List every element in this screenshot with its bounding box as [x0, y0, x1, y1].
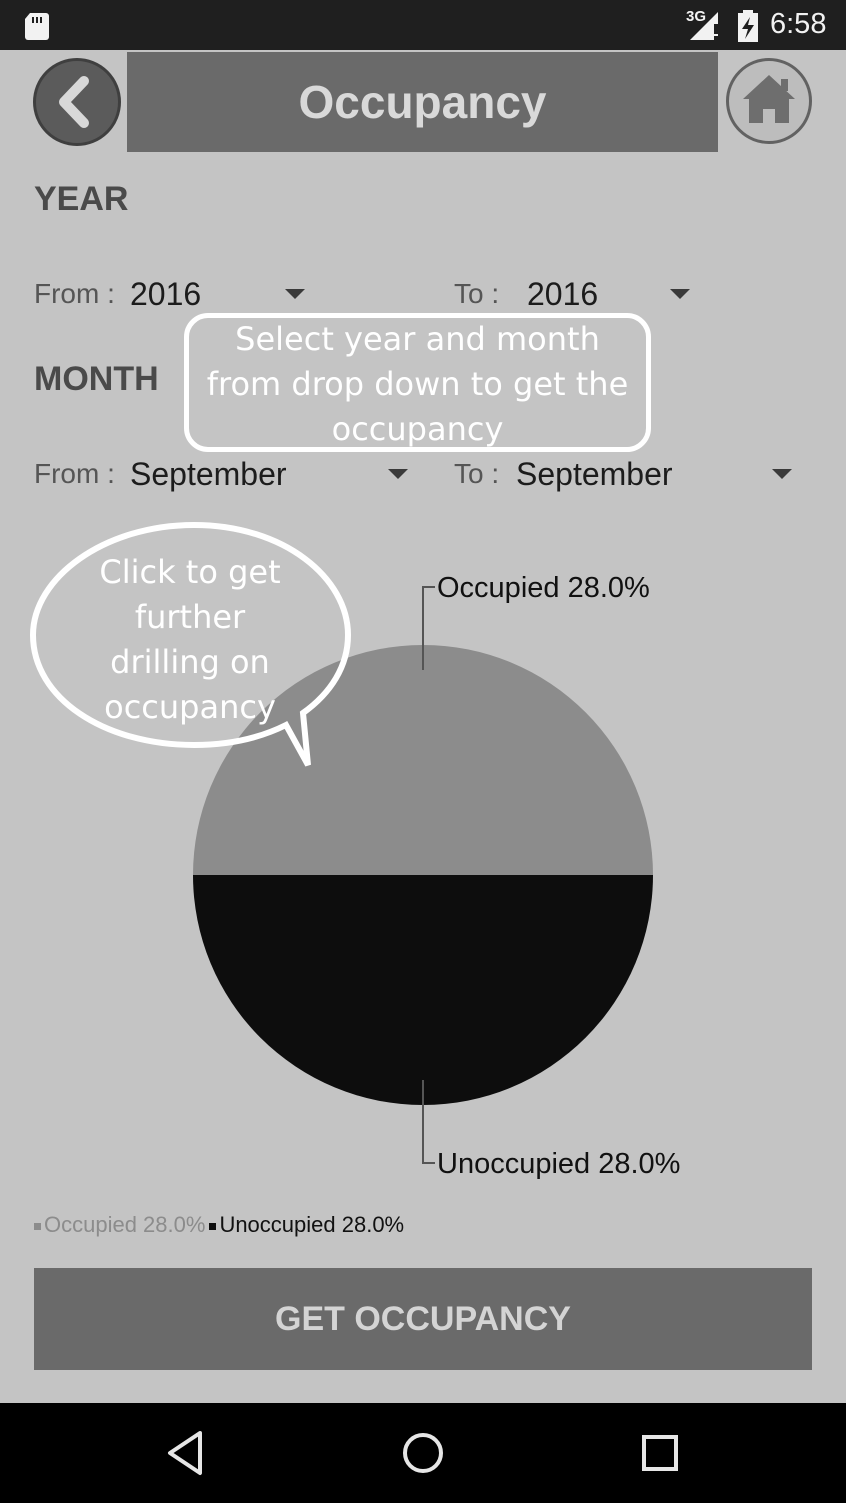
chart-hint-line: further [134, 598, 246, 636]
chevron-down-icon [670, 289, 690, 299]
month-from-label: From : [34, 458, 115, 489]
year-to-value: 2016 [527, 276, 599, 312]
chart-hint-bubble [29, 521, 352, 767]
dropdown-hint-line: from drop down to get the [206, 365, 629, 403]
home-button[interactable] [726, 58, 812, 144]
month-section-label: MONTH [34, 360, 159, 398]
navigation-bar [0, 1403, 846, 1503]
month-to-value: September [516, 456, 673, 492]
chart-legend: Occupied 28.0% Unoccupied 28.0% [34, 1212, 404, 1238]
legend-swatch-unoccupied [209, 1222, 217, 1230]
home-icon [743, 75, 795, 123]
dropdown-hint-line: Select year and month [235, 320, 600, 358]
pie-label-unoccupied: Unoccupied 28.0% [437, 1148, 680, 1180]
home-circle-icon[interactable] [395, 1425, 451, 1481]
pie-slice-occupied[interactable] [193, 645, 653, 875]
occupancy-pie-chart[interactable]: Occupied 28.0% Unoccupied 28.0% [0, 560, 846, 1180]
pie-label-occupied: Occupied 28.0% [437, 572, 650, 604]
get-occupancy-button[interactable]: GET OCCUPANCY [34, 1268, 812, 1370]
recents-square-icon[interactable] [632, 1425, 688, 1481]
chevron-down-icon [285, 289, 305, 299]
pie-leader-line-occupied [422, 586, 435, 670]
legend-swatch-occupied [34, 1222, 41, 1230]
clock: 6:58 [770, 8, 827, 40]
chevron-left-icon [59, 76, 89, 128]
chart-hint-line: Click to get [99, 553, 281, 591]
dropdown-hint-line: occupancy [331, 410, 504, 448]
chart-hint-text: Click to get further drilling on occupan… [40, 550, 340, 730]
year-to-label: To : [454, 278, 500, 309]
chevron-down-icon [388, 469, 408, 479]
legend-item-occupied: Occupied 28.0% [44, 1212, 206, 1237]
chevron-down-icon [772, 469, 792, 479]
status-bar: 3G 6:58 [0, 0, 846, 50]
title-bar: Occupancy [127, 52, 718, 152]
chart-hint-line: drilling on [110, 643, 270, 681]
network-type: 3G [686, 8, 707, 25]
pie-leader-line-unoccupied [422, 1080, 435, 1164]
dropdown-hint-callout [184, 313, 651, 452]
year-from-value: 2016 [130, 276, 202, 312]
chart-hint-line: occupancy [104, 688, 276, 726]
month-to-label: To : [454, 458, 500, 489]
year-from-label: From : [34, 278, 115, 309]
back-button[interactable] [33, 58, 121, 146]
year-section-label: YEAR [34, 180, 129, 218]
page-title: Occupancy [298, 76, 547, 128]
battery-charging-icon [738, 10, 758, 42]
month-to-dropdown[interactable]: To : September [450, 446, 800, 506]
pie-slice-unoccupied[interactable] [193, 875, 653, 1105]
dropdown-hint-text: Select year and month from drop down to … [184, 317, 651, 452]
year-to-dropdown[interactable]: To : 2016 [450, 266, 700, 326]
sd-card-icon [25, 13, 49, 40]
signal-icon [690, 12, 718, 40]
month-from-dropdown[interactable]: From : September [30, 446, 420, 506]
back-triangle-icon[interactable] [158, 1425, 214, 1481]
year-from-dropdown[interactable]: From : 2016 [30, 266, 320, 326]
legend-item-unoccupied: Unoccupied 28.0% [219, 1212, 405, 1237]
month-from-value: September [130, 456, 287, 492]
